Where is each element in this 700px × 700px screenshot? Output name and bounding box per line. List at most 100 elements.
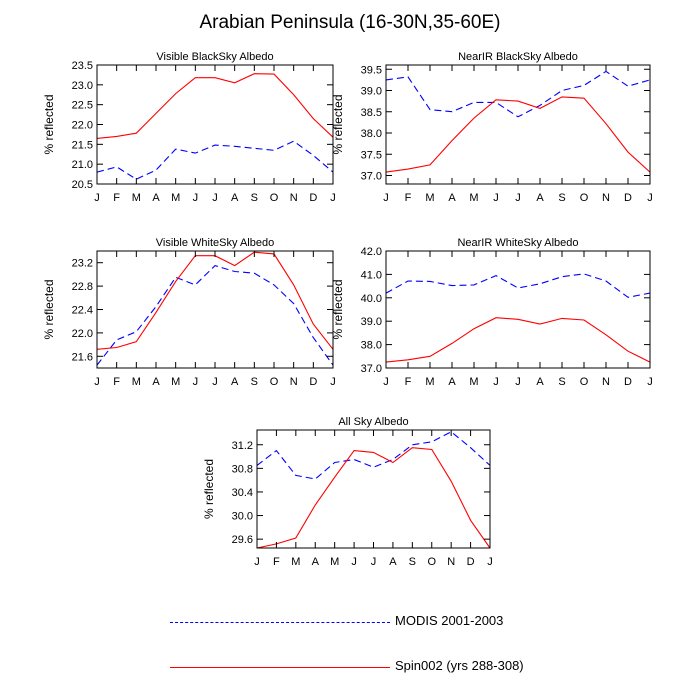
x-tick-label: S bbox=[558, 376, 565, 388]
series-line-modis bbox=[96, 264, 334, 366]
x-tick-label: F bbox=[113, 376, 120, 388]
x-tick-label: J bbox=[371, 556, 377, 568]
y-tick-label: 39.5 bbox=[361, 64, 382, 76]
x-tick-label: O bbox=[270, 192, 279, 204]
x-tick-label: F bbox=[405, 376, 412, 388]
legend-label-modis: MODIS 2001-2003 bbox=[395, 613, 504, 628]
chart-panel-2: NearIR BlackSky Albedo % reflected 37.0 37.… bbox=[331, 51, 653, 204]
y-tick-label: 22.0 bbox=[72, 120, 93, 132]
legend-line-dashed bbox=[170, 622, 390, 623]
x-tick-label: M bbox=[425, 376, 434, 388]
series-line-model bbox=[385, 317, 651, 363]
y-tick-label: 38.0 bbox=[361, 128, 382, 140]
y-tick-label: 30.8 bbox=[232, 463, 253, 475]
x-tick-label: J bbox=[193, 192, 199, 204]
x-tick-label: J bbox=[94, 376, 100, 388]
x-tick-label: A bbox=[231, 192, 239, 204]
y-tick-label: 30.4 bbox=[232, 487, 253, 499]
x-tick-label: M bbox=[291, 556, 300, 568]
series-line-modis bbox=[96, 140, 334, 180]
chart-panel-3: Visible WhiteSky Albedo % reflected 21.6 22… bbox=[42, 237, 336, 388]
x-tick-label: J bbox=[515, 376, 521, 388]
chart-panel-5: All Sky Albedo % reflected 29.6 30.0 30.4 30.… bbox=[202, 416, 493, 568]
y-tick-label: 39.0 bbox=[361, 316, 382, 328]
x-tick-label: O bbox=[427, 556, 436, 568]
x-tick-label: M bbox=[171, 376, 180, 388]
y-tick-label: 20.5 bbox=[72, 179, 93, 191]
x-tick-label: A bbox=[536, 192, 544, 204]
y-axis-label: % reflected bbox=[202, 459, 216, 519]
x-tick-label: F bbox=[405, 192, 412, 204]
x-tick-label: M bbox=[425, 192, 434, 204]
x-tick-label: J bbox=[647, 192, 653, 204]
x-tick-label: D bbox=[467, 556, 475, 568]
x-tick-label: D bbox=[624, 192, 632, 204]
series-line-modis bbox=[385, 70, 651, 118]
x-tick-label: J bbox=[212, 192, 218, 204]
series-line-model bbox=[385, 96, 651, 173]
x-tick-label: S bbox=[409, 556, 416, 568]
y-tick-label: 23.2 bbox=[72, 258, 93, 270]
y-tick-label: 23.5 bbox=[72, 60, 93, 72]
y-axis-label: % reflected bbox=[42, 94, 56, 154]
panel-title: NearIR WhiteSky Albedo bbox=[457, 237, 578, 249]
x-tick-label: S bbox=[251, 376, 258, 388]
x-tick-label: A bbox=[536, 376, 544, 388]
legend-line-solid bbox=[170, 667, 390, 668]
x-tick-label: A bbox=[152, 192, 160, 204]
x-tick-label: O bbox=[270, 376, 279, 388]
x-tick-label: J bbox=[94, 192, 100, 204]
x-tick-label: A bbox=[389, 556, 397, 568]
x-tick-label: S bbox=[251, 192, 258, 204]
series-line-model bbox=[96, 251, 334, 350]
y-axis-label: % reflected bbox=[331, 94, 345, 154]
x-tick-label: D bbox=[624, 376, 632, 388]
x-tick-label: S bbox=[558, 192, 565, 204]
x-tick-label: O bbox=[580, 192, 589, 204]
y-tick-label: 31.2 bbox=[232, 440, 253, 452]
series-line-modis bbox=[256, 431, 491, 480]
plot-frame bbox=[96, 64, 334, 185]
y-tick-label: 22.0 bbox=[72, 328, 93, 340]
y-tick-label: 30.0 bbox=[232, 511, 253, 523]
y-tick-label: 40.0 bbox=[361, 293, 382, 305]
y-tick-label: 39.0 bbox=[361, 86, 382, 98]
series-line-model bbox=[96, 73, 334, 139]
x-tick-label: M bbox=[469, 376, 478, 388]
legend-label-model: Spin002 (yrs 288-308) bbox=[395, 658, 524, 673]
y-tick-label: 22.5 bbox=[72, 100, 93, 112]
x-tick-label: N bbox=[602, 192, 610, 204]
x-tick-label: A bbox=[448, 376, 456, 388]
y-tick-label: 37.0 bbox=[361, 363, 382, 375]
x-tick-label: N bbox=[290, 192, 298, 204]
x-tick-label: J bbox=[330, 192, 336, 204]
x-tick-label: M bbox=[132, 192, 141, 204]
y-tick-label: 21.0 bbox=[72, 159, 93, 171]
x-tick-label: N bbox=[290, 376, 298, 388]
y-tick-label: 21.6 bbox=[72, 351, 93, 363]
x-tick-label: J bbox=[193, 376, 199, 388]
chart-panel-4: NearIR WhiteSky Albedo % reflected 37.0 38.… bbox=[331, 237, 653, 388]
x-tick-label: F bbox=[273, 556, 280, 568]
y-tick-label: 37.5 bbox=[361, 149, 382, 161]
y-axis-label: % reflected bbox=[331, 279, 345, 339]
x-tick-label: J bbox=[254, 556, 260, 568]
panel-title: Visible BlackSky Albedo bbox=[156, 51, 273, 63]
panel-title: Visible WhiteSky Albedo bbox=[156, 237, 274, 249]
x-tick-label: J bbox=[212, 376, 218, 388]
x-tick-label: J bbox=[493, 192, 499, 204]
y-tick-label: 38.0 bbox=[361, 340, 382, 352]
x-tick-label: A bbox=[448, 192, 456, 204]
series-line-model bbox=[256, 447, 491, 549]
y-tick-label: 42.0 bbox=[361, 246, 382, 258]
series-line-modis bbox=[385, 273, 651, 298]
y-tick-label: 21.5 bbox=[72, 139, 93, 151]
x-tick-label: O bbox=[580, 376, 589, 388]
x-tick-label: J bbox=[330, 376, 336, 388]
x-tick-label: J bbox=[647, 376, 653, 388]
y-tick-label: 22.8 bbox=[72, 281, 93, 293]
x-tick-label: J bbox=[383, 376, 389, 388]
x-tick-label: N bbox=[602, 376, 610, 388]
x-tick-label: J bbox=[383, 192, 389, 204]
